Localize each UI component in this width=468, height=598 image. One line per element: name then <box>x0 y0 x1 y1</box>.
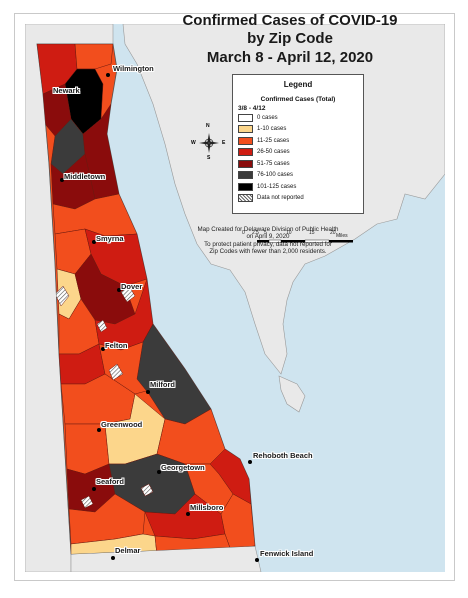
legend-swatch <box>238 148 253 157</box>
city-marker <box>111 556 115 560</box>
city-seaford: Seaford <box>96 477 124 486</box>
scale-bar <box>257 239 353 243</box>
legend-label: 26-50 cases <box>257 149 290 156</box>
compass-w: W <box>191 140 196 146</box>
city-marker <box>106 73 110 77</box>
legend-swatch <box>238 182 253 191</box>
city-dover: Dover <box>121 282 143 291</box>
city-marker <box>97 428 101 432</box>
city-marker <box>146 390 150 394</box>
scale-tick: 5 <box>264 230 267 236</box>
legend-subtitle: Confirmed Cases (Total) <box>260 96 336 103</box>
scale-tick: 0 <box>242 230 245 236</box>
map-note: Map Created for Delaware Division of Pub… <box>188 226 348 255</box>
legend-item: 0 cases <box>238 112 363 124</box>
legend-item: 11-25 cases <box>238 135 363 147</box>
legend-label: 76-100 cases <box>257 172 294 179</box>
legend-swatch <box>238 194 253 203</box>
legend-label: 1-10 cases <box>257 126 287 133</box>
city-marker <box>248 460 252 464</box>
legend-label: 101-125 cases <box>257 183 297 190</box>
legend-item: 101-125 cases <box>238 181 363 193</box>
city-marker <box>117 288 121 292</box>
title-line-1: Confirmed Cases of COVID-19 <box>182 12 398 29</box>
city-wilmington: Wilmington <box>113 64 154 73</box>
legend-swatch <box>238 136 253 145</box>
city-newark: Newark <box>53 86 80 95</box>
scale-unit: Miles <box>336 233 348 239</box>
city-georgetown: Georgetown <box>161 463 205 472</box>
title-line-3: March 8 - April 12, 2020 <box>206 49 374 66</box>
legend-items: 0 cases 1-10 cases 11-25 cases 26-50 cases 5… <box>233 112 363 204</box>
scale-tick: 10 <box>286 230 292 236</box>
note-line-4: Zip Codes with fewer than 2,000 resident… <box>209 247 327 255</box>
city-middletown: Middletown <box>64 172 106 181</box>
cape-may <box>278 375 306 413</box>
city-marker <box>255 558 259 562</box>
legend-item: 1-10 cases <box>238 124 363 136</box>
legend-item: 76-100 cases <box>238 170 363 182</box>
city-marker <box>157 470 161 474</box>
legend-swatch <box>238 159 253 168</box>
compass-rose-icon <box>199 133 219 153</box>
city-smyrna: Smyrna <box>96 234 124 243</box>
legend-item: 26-50 cases <box>238 147 363 159</box>
city-fenwick-island: Fenwick Island <box>260 549 314 558</box>
city-milford: Milford <box>150 380 175 389</box>
city-marker <box>101 347 105 351</box>
city-millsboro: Millsboro <box>190 503 224 512</box>
city-marker <box>92 240 96 244</box>
legend-swatch <box>238 113 253 122</box>
legend-range: 3/8 - 4/12 <box>238 105 266 112</box>
scale-tick: 20 <box>330 230 336 236</box>
scale-tick: 15 <box>309 230 315 236</box>
legend-item: 51-75 cases <box>238 158 363 170</box>
city-rehoboth-beach: Rehoboth Beach <box>253 451 313 460</box>
legend-label: 51-75 cases <box>257 160 290 167</box>
note-line-3: To protect patient privacy, data not rep… <box>204 240 332 248</box>
map-title: Confirmed Cases of COVID-19 by Zip Code … <box>165 12 415 67</box>
city-marker <box>186 512 190 516</box>
city-marker <box>92 487 96 491</box>
legend-item: Data not reported <box>238 193 363 205</box>
city-marker <box>60 178 64 182</box>
city-marker <box>76 95 80 99</box>
legend-label: 0 cases <box>257 114 278 121</box>
compass-e: E <box>222 140 226 146</box>
legend-swatch <box>238 171 253 180</box>
note-line-1: Map Created for Delaware Division of Pub… <box>197 226 339 233</box>
legend-swatch <box>238 125 253 134</box>
compass-s: S <box>207 155 211 161</box>
scale-tick: 2.5 <box>252 230 259 236</box>
title-line-2: by Zip Code <box>247 30 333 47</box>
legend: Legend Confirmed Cases (Total) 3/8 - 4/1… <box>232 74 364 214</box>
city-felton: Felton <box>105 341 128 350</box>
legend-label: Data not reported <box>257 195 304 202</box>
city-delmar: Delmar <box>115 546 141 555</box>
compass-n: N <box>206 123 210 129</box>
legend-label: 11-25 cases <box>257 137 290 144</box>
note-line-2: on April 9, 2020 <box>246 233 290 241</box>
city-greenwood: Greenwood <box>101 420 143 429</box>
legend-title: Legend <box>283 80 313 89</box>
